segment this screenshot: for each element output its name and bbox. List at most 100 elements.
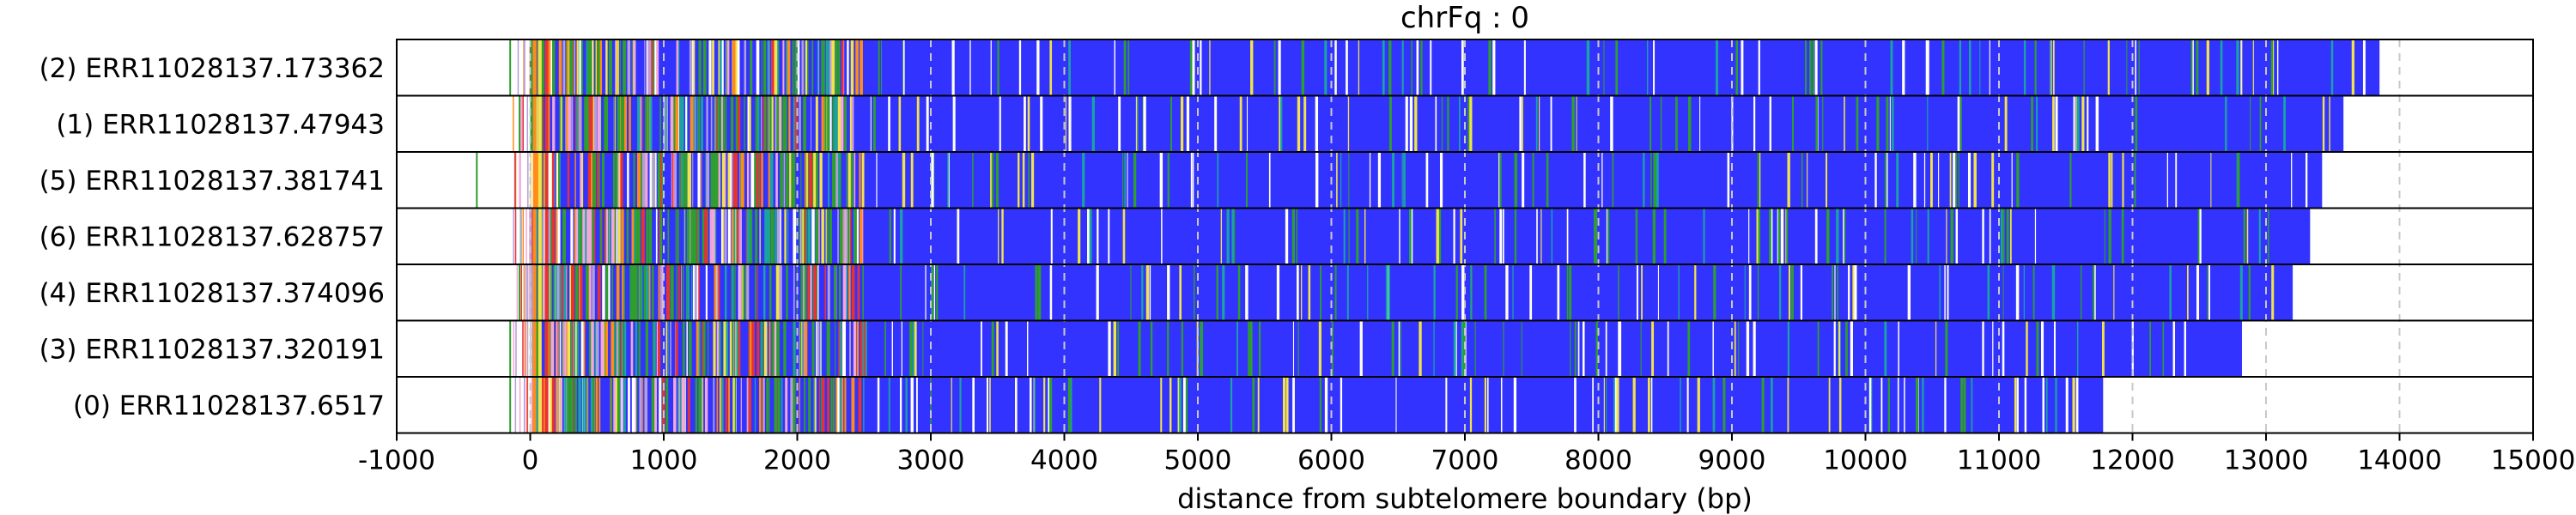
motif-stripe [1246,96,1249,151]
row-label: (0) ERR11028137.6517 [73,391,385,421]
motif-stripe [1179,265,1182,320]
motif-stripe [551,153,554,208]
motif-stripe [815,153,818,208]
motif-stripe [801,40,805,95]
motif-stripe [1834,265,1836,320]
motif-stripe [613,378,617,433]
motif-stripe [881,40,883,95]
motif-stripe [788,96,791,151]
motif-stripe [2162,321,2165,376]
motif-stripe [530,378,532,433]
motif-stripe [787,40,791,95]
motif-stripe [2210,153,2212,208]
motif-stripe [1959,40,1962,95]
motif-stripe [1050,209,1053,264]
motif-stripe [1015,378,1018,433]
motif-stripe [547,209,550,264]
motif-stripe [1845,321,1848,376]
motif-stripe [1817,321,1820,376]
motif-stripe [951,378,952,433]
motif-stripe [1647,40,1649,95]
motif-stripe [710,153,713,208]
motif-stripe [1746,321,1750,376]
motif-stripe [550,321,554,376]
motif-stripe [702,209,705,264]
motif-stripe [562,321,564,376]
motif-stripe [844,378,847,433]
motif-stripe [650,96,653,151]
motif-stripe [706,153,710,208]
motif-stripe [1886,153,1888,208]
motif-stripe [1946,209,1947,264]
motif-stripe [999,96,1001,151]
motif-stripe [2259,96,2262,151]
motif-stripe [839,265,841,320]
motif-stripe [828,153,830,208]
motif-stripe [550,209,554,264]
motif-stripe [673,96,675,151]
motif-stripe [2258,209,2261,264]
motif-stripe [1005,321,1008,376]
motif-stripe [1963,378,1966,433]
motif-stripe [1122,209,1126,264]
motif-stripe [2220,40,2223,95]
motif-stripe [731,265,733,320]
motif-stripe [1499,209,1503,264]
motif-stripe [756,96,760,151]
motif-stripe [641,209,645,264]
motif-stripe [1675,96,1678,151]
motif-stripe [851,378,855,433]
motif-stripe [629,265,634,320]
motif-stripe [1249,321,1253,376]
motif-stripe [594,321,597,376]
motif-stripe [682,378,685,433]
motif-stripe [1616,378,1619,433]
motif-stripe [1488,40,1492,95]
motif-stripe [551,209,556,264]
motif-stripe [571,40,574,95]
motif-stripe [624,96,627,151]
motif-stripe [1078,209,1081,264]
motif-stripe [746,153,750,208]
motif-stripe [1741,40,1744,95]
motif-stripe [1149,265,1151,320]
motif-stripe [1574,321,1577,376]
motif-stripe [755,265,756,320]
motif-stripe [686,321,688,376]
motif-stripe [1935,321,1937,376]
motif-stripe [2076,96,2080,151]
motif-stripe [1248,321,1250,376]
motif-stripe [734,265,736,320]
motif-stripe [595,378,598,433]
motif-stripe [732,153,736,208]
motif-stripe [2026,321,2028,376]
motif-stripe [541,96,543,151]
motif-stripe [1169,378,1172,433]
read-rows [396,39,2534,434]
motif-stripe [797,40,800,95]
motif-stripe [1790,265,1794,320]
motif-stripe [817,209,818,264]
motif-stripe [1388,40,1392,95]
motif-stripe [837,378,840,433]
motif-stripe [1049,265,1053,320]
motif-stripe [1586,40,1590,95]
motif-stripe [1237,265,1241,320]
row-label: (4) ERR11028137.374096 [39,278,385,309]
motif-stripe [1632,378,1636,433]
motif-stripe [1832,265,1834,320]
motif-stripe [696,321,701,376]
motif-stripe [1570,321,1571,376]
motif-stripe [1523,40,1526,95]
motif-stripe [550,40,554,95]
motif-stripe [567,378,570,433]
motif-stripe [649,209,652,264]
motif-stripe [824,96,827,151]
motif-stripe [540,265,544,320]
motif-stripe [690,96,694,151]
motif-stripe [851,96,854,151]
motif-stripe [615,378,617,433]
motif-stripe [1359,321,1363,376]
motif-stripe [1029,378,1032,433]
motif-stripe [1843,209,1845,264]
